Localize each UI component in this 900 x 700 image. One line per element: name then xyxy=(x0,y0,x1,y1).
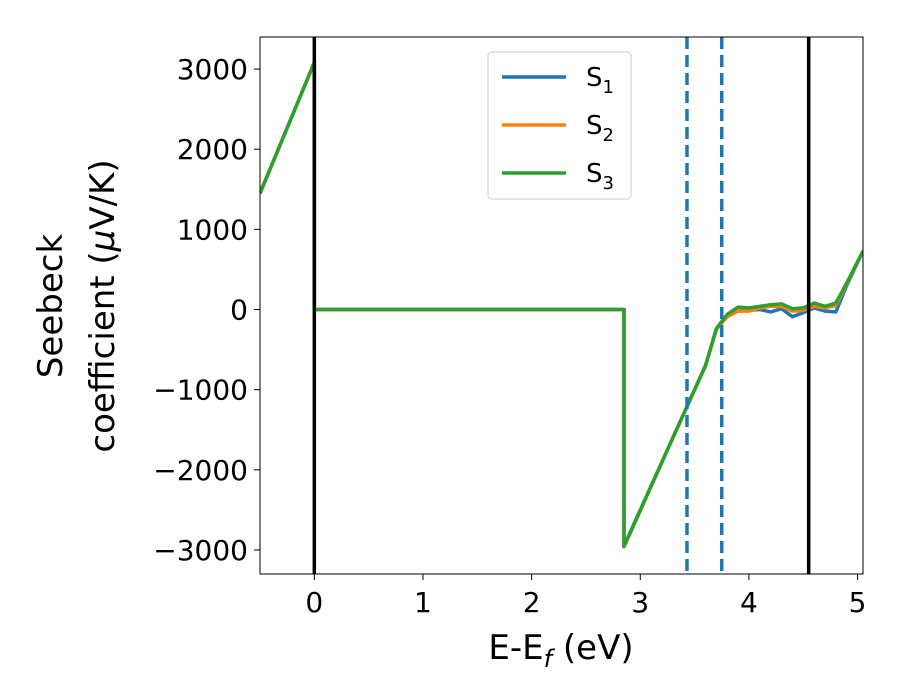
x-axis-label: E-Ef (eV) xyxy=(488,628,633,673)
x-tick-label: 0 xyxy=(305,586,323,619)
x-tick-label: 4 xyxy=(740,586,758,619)
x-tick-label: 3 xyxy=(631,586,649,619)
legend-label-3: S3 xyxy=(586,159,614,194)
x-tick-label: 5 xyxy=(849,586,867,619)
plot-frame xyxy=(259,36,864,575)
axis-ticks: 0 1 2 3 4 5 −3000 −2000 −1000 0 1000 2000 3000 xyxy=(153,53,866,619)
y-axis-label: Seebeck coefficient (μV/K) xyxy=(31,159,123,452)
y-tick-label: 0 xyxy=(230,294,248,327)
y-tick-label: 3000 xyxy=(177,53,248,86)
y-tick-label: 2000 xyxy=(177,133,248,166)
legend-label-2: S2 xyxy=(586,111,614,146)
legend-label-1: S1 xyxy=(586,63,614,98)
x-tick-label: 1 xyxy=(414,586,432,619)
y-tick-label: −2000 xyxy=(153,454,248,487)
x-tick-label: 2 xyxy=(523,586,541,619)
series-line-3 xyxy=(260,60,863,549)
plot-area xyxy=(260,37,863,574)
y-axis-label-line2: coefficient (μV/K) xyxy=(83,159,123,452)
y-tick-label: −3000 xyxy=(153,534,248,567)
y-tick-label: −1000 xyxy=(153,374,248,407)
y-tick-label: 1000 xyxy=(177,213,248,246)
legend: S1 S2 S3 xyxy=(487,51,632,200)
y-axis-label-line1: Seebeck xyxy=(31,234,71,379)
